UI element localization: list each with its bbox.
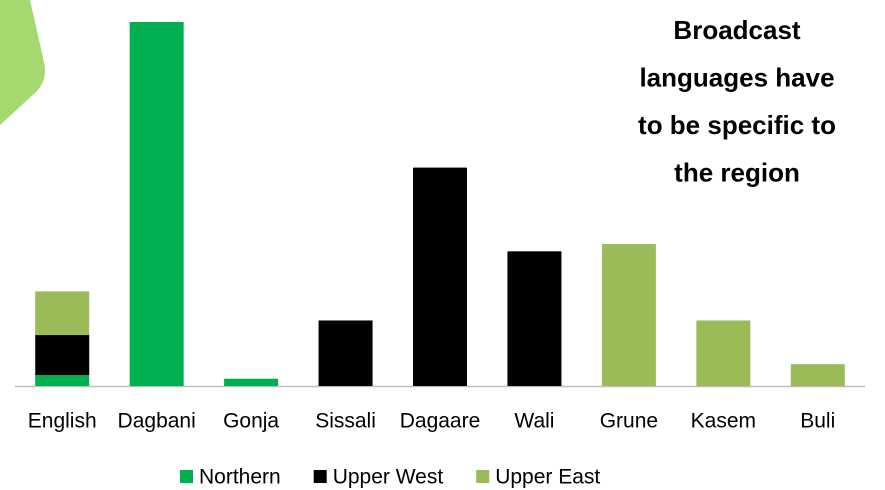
legend-swatch (313, 470, 327, 483)
bar-segment (35, 335, 90, 376)
bar-segment (129, 22, 184, 386)
decoration (0, 0, 45, 125)
annotation: the region (674, 157, 800, 187)
bar-segment (790, 364, 845, 386)
bar-segment (35, 375, 90, 386)
legend-swatch (180, 470, 193, 483)
x-tick-label: English (28, 410, 97, 433)
bar-segment (413, 167, 467, 386)
bar-segment (224, 378, 279, 386)
x-tick-label: Gonja (223, 410, 279, 433)
legend-label: Upper East (495, 466, 600, 489)
annotation: languages have (639, 62, 834, 92)
legend-label: Upper West (333, 466, 444, 489)
x-tick-label: Buli (800, 410, 835, 433)
bar-segment (601, 244, 656, 386)
bar-segment (507, 251, 562, 386)
annotation: to be specific to (638, 110, 836, 140)
bar-segment (696, 320, 751, 386)
annotation: Broadcast (673, 15, 800, 45)
legend-swatch (476, 470, 490, 483)
x-tick-label: Wali (514, 410, 554, 433)
x-tick-label: Kasem (691, 410, 756, 433)
x-tick-label: Dagaare (400, 410, 481, 433)
bar-segment (318, 320, 373, 386)
legend-label: Northern (199, 466, 281, 489)
bar-segment (35, 291, 90, 336)
x-tick-label: Dagbani (118, 410, 196, 433)
x-tick-label: Sissali (315, 410, 376, 433)
x-tick-label: Grune (600, 410, 658, 433)
